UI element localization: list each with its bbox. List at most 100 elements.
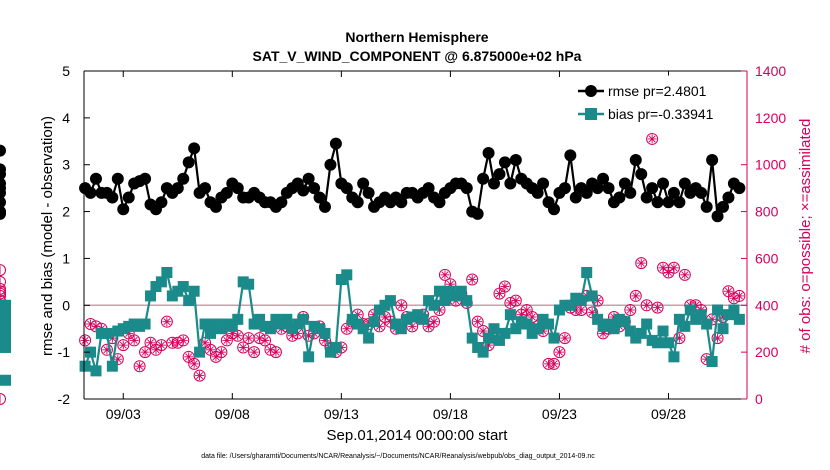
rmse-point bbox=[177, 172, 190, 185]
obs-assimilated-marker bbox=[664, 268, 672, 276]
rmse-point bbox=[706, 154, 719, 167]
y2-tick-label: 1400 bbox=[755, 63, 786, 79]
obs-possible-marker bbox=[667, 261, 680, 274]
bias-point bbox=[504, 309, 516, 321]
obs-assimilated-marker bbox=[81, 336, 89, 344]
obs-assimilated-marker bbox=[724, 287, 732, 295]
bias-point bbox=[668, 351, 680, 363]
bias-point bbox=[733, 313, 745, 325]
obs-assimilated-marker bbox=[654, 304, 662, 312]
obs-point bbox=[340, 322, 353, 335]
rmse-point bbox=[624, 186, 637, 199]
obs-assimilated-marker bbox=[196, 372, 204, 380]
obs-point bbox=[498, 280, 511, 293]
bias-point bbox=[548, 332, 560, 344]
obs-assimilated-marker bbox=[250, 348, 258, 356]
rmse-point bbox=[695, 186, 708, 199]
obs-point bbox=[575, 303, 588, 316]
bias-point bbox=[466, 332, 478, 344]
obs-point bbox=[558, 332, 571, 345]
obs-possible-marker bbox=[215, 346, 228, 359]
obs-point bbox=[79, 334, 92, 347]
rmse-point bbox=[275, 196, 288, 209]
legend-rmse-label: rmse pr=2.4801 bbox=[608, 83, 707, 99]
obs-point bbox=[471, 315, 484, 328]
x-axis-label: Sep.01,2014 00:00:00 start bbox=[327, 427, 509, 444]
obs-point bbox=[269, 346, 282, 359]
bias-point bbox=[0, 341, 11, 353]
obs-point bbox=[144, 336, 157, 349]
rmse-point bbox=[324, 158, 337, 171]
bias-point bbox=[155, 276, 167, 288]
bias-point bbox=[363, 332, 375, 344]
obs-point bbox=[651, 301, 664, 314]
obs-assimilated-marker bbox=[190, 360, 198, 368]
rmse-point bbox=[188, 142, 201, 155]
obs-assimilated-marker bbox=[632, 292, 640, 300]
obs-possible-marker bbox=[259, 334, 272, 347]
rmse-point bbox=[711, 210, 724, 223]
bias-point bbox=[183, 295, 195, 307]
rmse-point bbox=[182, 156, 195, 169]
obs-assimilated-marker bbox=[272, 348, 280, 356]
chart-subtitle: SAT_V_WIND_COMPONENT @ 6.875000e+02 hPa bbox=[253, 48, 582, 64]
bias-point bbox=[79, 360, 91, 372]
obs-assimilated-marker bbox=[157, 341, 165, 349]
obs-point bbox=[182, 350, 195, 363]
bias-point bbox=[624, 325, 636, 337]
obs-possible-marker bbox=[79, 334, 92, 347]
obs-point bbox=[722, 285, 735, 298]
obs-point bbox=[133, 360, 146, 373]
obs-possible-marker bbox=[128, 334, 141, 347]
bias-point bbox=[586, 290, 598, 302]
rmse-point bbox=[717, 200, 730, 213]
x-tick-label: 09/08 bbox=[215, 406, 250, 422]
y2-tick-label: 600 bbox=[755, 250, 779, 266]
obs-assimilated-marker bbox=[441, 271, 449, 279]
rmse-point bbox=[657, 177, 670, 190]
rmse-point bbox=[106, 191, 119, 204]
obs-assimilated-marker bbox=[681, 271, 689, 279]
obs-assimilated-marker bbox=[735, 292, 743, 300]
rmse-point bbox=[509, 154, 522, 167]
rmse-point bbox=[602, 182, 615, 195]
rmse-point bbox=[460, 182, 473, 195]
legend: rmse pr=2.4801 bias pr=-0.33941 bbox=[571, 75, 747, 129]
obs-assimilated-marker bbox=[659, 264, 667, 272]
obs-point bbox=[0, 264, 6, 277]
obs-assimilated-marker bbox=[670, 264, 678, 272]
bias-point bbox=[635, 327, 647, 339]
obs-assimilated-marker bbox=[217, 348, 225, 356]
rmse-point bbox=[629, 154, 642, 167]
bias-point bbox=[695, 309, 707, 321]
obs-point bbox=[520, 303, 533, 316]
y2-tick-label: 200 bbox=[755, 344, 779, 360]
bias-point bbox=[384, 295, 396, 307]
y-tick-label: 3 bbox=[62, 157, 70, 173]
obs-point bbox=[667, 261, 680, 274]
obs-possible-marker bbox=[188, 357, 201, 370]
obs-point bbox=[395, 299, 408, 312]
obs-assimilated-marker bbox=[408, 322, 416, 330]
obs-possible-marker bbox=[678, 268, 691, 281]
bias-point bbox=[657, 325, 669, 337]
bias-point bbox=[177, 281, 189, 293]
obs-point bbox=[259, 334, 272, 347]
obs-assimilated-marker bbox=[119, 341, 127, 349]
obs-possible-marker bbox=[547, 357, 560, 370]
obs-point bbox=[0, 275, 6, 288]
bias-point bbox=[188, 285, 200, 297]
obs-assimilated-marker bbox=[185, 353, 193, 361]
bias-point bbox=[243, 278, 255, 290]
bias-point bbox=[303, 351, 315, 363]
bias-point bbox=[101, 327, 113, 339]
bias-point bbox=[90, 365, 102, 377]
rmse-point bbox=[357, 177, 370, 190]
x-tick-label: 09/23 bbox=[542, 406, 577, 422]
y-tick-label: 0 bbox=[62, 297, 70, 313]
bias-point bbox=[684, 304, 696, 316]
obs-point bbox=[0, 393, 6, 405]
obs-possible-marker bbox=[133, 360, 146, 373]
rmse-point bbox=[591, 182, 604, 195]
rmse-point bbox=[564, 149, 577, 162]
